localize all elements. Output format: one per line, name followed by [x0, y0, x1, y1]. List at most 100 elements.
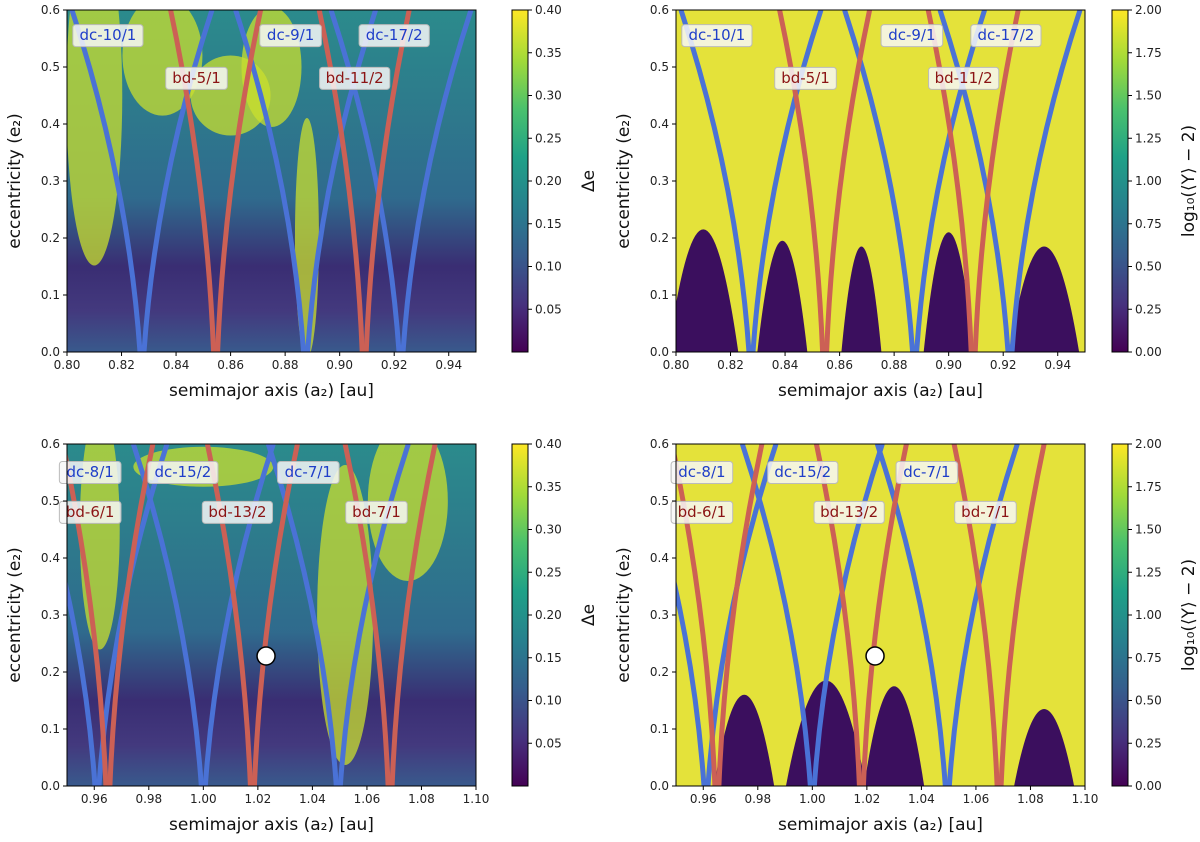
x-tick-label: 1.10: [463, 792, 490, 806]
colorbar-tick-label: 0.05: [535, 302, 562, 316]
colorbar-tick-label: 0.10: [535, 260, 562, 274]
resonance-label-box: [259, 24, 322, 48]
colorbar-tick-label: 1.50: [1135, 523, 1162, 537]
resonance-label-box: [358, 24, 430, 48]
x-axis-label: semimajor axis (a₂) [au]: [169, 381, 374, 401]
resonance-curve-bd-7/1: [998, 444, 1047, 786]
resonance-label: bd-11/2: [326, 69, 384, 87]
x-tick-label: 0.88: [272, 358, 299, 372]
regular-region: [757, 240, 808, 352]
resonance-label: dc-8/1: [67, 463, 114, 481]
y-tick-label: 0.4: [41, 551, 60, 565]
colorbar-tick-label: 0.25: [535, 131, 562, 145]
colorbar-tick-label: 0.75: [1135, 651, 1162, 665]
y-tick-label: 0.2: [41, 665, 60, 679]
resonance-curve-dc-15/2: [130, 444, 204, 786]
colorbar-tick-label: 0.25: [1135, 302, 1162, 316]
x-tick-label: 1.02: [854, 792, 881, 806]
resonance-curve-bd-6/1: [67, 451, 109, 786]
x-tick-label: 1.06: [963, 792, 990, 806]
resonance-label: dc-15/2: [774, 463, 831, 481]
x-tick-label: 1.04: [908, 792, 935, 806]
resonance-label: dc-17/2: [977, 26, 1034, 44]
plot-area: [676, 10, 1085, 352]
resonance-curve-bd-11/2: [972, 10, 1021, 352]
resonance-label: dc-10/1: [79, 26, 136, 44]
resonance-label: bd-5/1: [781, 69, 830, 87]
colorbar-tick-label: 1.50: [1135, 89, 1162, 103]
resonance-curve-dc-7/1: [265, 444, 339, 786]
y-axis-label: eccentricity (e₂): [5, 113, 25, 249]
regular-region: [1009, 246, 1080, 352]
resonance-curve-bd-13/2: [860, 444, 909, 786]
panel-bottom-right: dc-8/1 dc-15/2 dc-7/1 bd-6/1 bd-13/2 bd-7/1 0.…: [614, 437, 1199, 835]
y-tick-label: 0.3: [650, 608, 669, 622]
colorbar-tick-label: 1.00: [1135, 174, 1162, 188]
plot-area: [67, 444, 476, 786]
resonance-label: dc-7/1: [285, 463, 332, 481]
resonance-curve-bd-6/1: [716, 444, 765, 786]
resonance-curve-dc-7/1: [337, 444, 411, 786]
regular-region: [864, 686, 925, 786]
y-axis-label: eccentricity (e₂): [5, 547, 25, 683]
colorbar-tick-label: 0.75: [1135, 217, 1162, 231]
resonance-curve-bd-7/1: [342, 444, 391, 786]
colorbar-tick-label: 0.15: [535, 217, 562, 231]
colorbar-label: Δe: [579, 170, 599, 192]
resonance-label: bd-7/1: [352, 503, 401, 521]
colorbar-tick-label: 0.00: [1135, 345, 1162, 359]
resonance-label: dc-17/2: [366, 26, 423, 44]
x-tick-label: 0.82: [108, 358, 135, 372]
resonance-curve-bd-5/1: [824, 10, 873, 352]
colorbar: [1111, 9, 1129, 353]
plot-area: [67, 10, 476, 352]
x-tick-label: 0.86: [826, 358, 853, 372]
chaotic-region: [317, 465, 374, 765]
regular-region: [714, 694, 775, 786]
resonance-label: dc-15/2: [154, 463, 211, 481]
colorbar: [511, 443, 529, 787]
y-tick-label: 0.6: [41, 437, 60, 451]
colorbar-tick-label: 0.20: [535, 608, 562, 622]
colorbar-tick-label: 0.25: [535, 565, 562, 579]
y-tick-label: 0.4: [41, 117, 60, 131]
resonance-label: bd-6/1: [66, 503, 115, 521]
resonance-curve-dc-8/1: [676, 579, 707, 786]
resonance-curve-bd-13/2: [813, 444, 862, 786]
resonance-label-box: [928, 66, 1000, 90]
resonance-label-box: [345, 500, 408, 524]
x-tick-label: 1.08: [408, 792, 435, 806]
x-tick-label: 1.00: [799, 792, 826, 806]
x-axis-label: semimajor axis (a₂) [au]: [778, 815, 983, 835]
resonance-label-box: [670, 500, 734, 524]
x-tick-label: 1.06: [354, 792, 381, 806]
planet-marker: [256, 646, 276, 666]
colorbar-tick-label: 0.05: [535, 736, 562, 750]
y-tick-label: 0.1: [41, 722, 60, 736]
y-axis-label: eccentricity (e₂): [614, 113, 634, 249]
resonance-label-box: [954, 500, 1017, 524]
resonance-curve-bd-6/1: [107, 444, 156, 786]
colorbar-tick-label: 0.35: [535, 46, 562, 60]
resonance-curve-dc-17/2: [400, 10, 474, 352]
resonance-label-box: [58, 461, 122, 484]
resonance-label-box: [813, 500, 885, 524]
y-tick-label: 0.0: [650, 345, 669, 359]
resonance-label: bd-7/1: [961, 503, 1010, 521]
colorbar-tick-label: 0.40: [535, 3, 562, 17]
colorbar-tick-label: 2.00: [1135, 437, 1162, 451]
resonance-label: dc-9/1: [267, 26, 314, 44]
resonance-label-box: [201, 500, 274, 524]
colorbar-tick-label: 0.30: [535, 523, 562, 537]
resonance-label-box: [681, 24, 753, 48]
resonance-label-box: [147, 461, 219, 484]
y-tick-label: 0.0: [650, 779, 669, 793]
resonance-label: bd-5/1: [172, 69, 221, 87]
resonance-curve-dc-17/2: [937, 10, 1011, 352]
x-tick-label: 0.84: [163, 358, 190, 372]
y-tick-label: 0.0: [41, 779, 60, 793]
resonance-label: dc-9/1: [888, 26, 935, 44]
resonance-curve-dc-15/2: [811, 444, 885, 786]
resonance-label-box: [72, 24, 144, 48]
